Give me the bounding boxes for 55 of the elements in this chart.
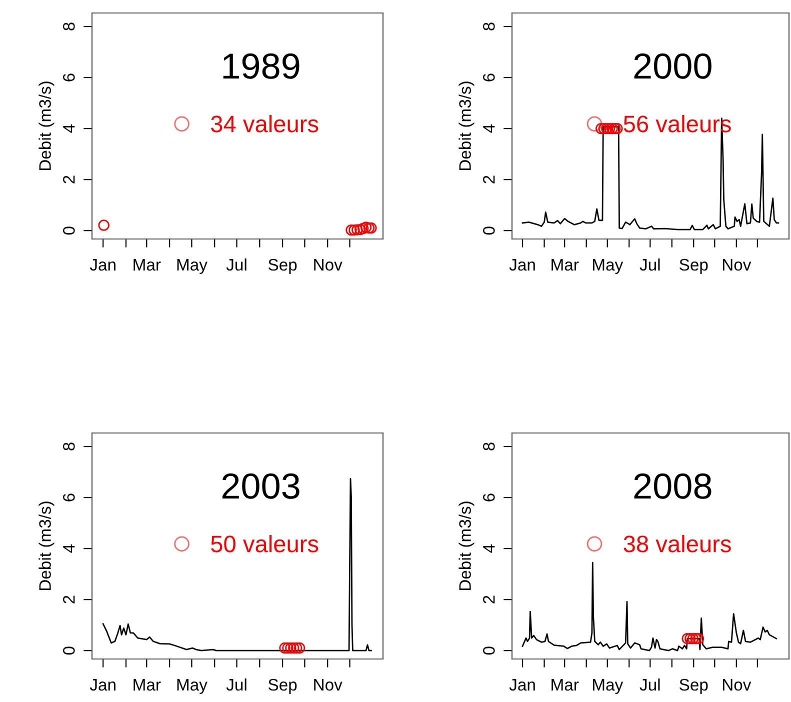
x-tick-label: Sep [680,678,708,694]
legend-label: 50 valeurs [211,534,318,552]
x-tick-label: May [592,679,624,694]
x-tick-label: Mar [552,679,579,691]
y-tick-label: 2 [483,596,495,604]
text: 2008 [634,473,712,499]
x-tick-label: Jul [226,678,246,691]
legend-label: 38 valeurs [624,534,731,552]
y-tick-label: 0 [63,226,75,235]
x-tick-label: Mar [134,679,161,691]
x-tick-label: Jan [90,259,116,271]
legend-label: 34 valeurs [211,114,318,132]
y-tick-label: 2 [63,596,75,604]
y-tick-label: 4 [483,124,495,133]
y-axis-title: Debit (m3/s) [458,82,474,170]
y-tick-label: 6 [483,74,495,82]
y-tick-label: 4 [63,124,75,133]
x-tick-label: Jul [226,258,246,271]
y-axis-title: Debit (m3/s) [38,82,54,170]
y-tick-label: 6 [63,494,75,502]
x-tick-label: Nov [314,259,342,271]
y-tick-label: 2 [63,176,75,184]
x-tick-label: Jan [509,679,535,691]
x-tick-label: Nov [722,259,752,271]
y-tick-label: 0 [483,646,495,655]
x-tick-label: May [177,679,208,694]
x-tick-label: Jul [640,258,660,271]
y-tick-label: 6 [483,494,495,502]
y-tick-label: 8 [483,442,495,450]
y-tick-label: 2 [483,176,495,184]
y-tick-label: 4 [483,544,495,553]
x-tick-label: May [592,259,624,274]
x-tick-label: Mar [134,259,161,271]
y-axis-title: Debit (m3/s) [458,502,474,590]
x-tick-label: Jan [90,679,116,691]
x-tick-label: Mar [552,259,579,271]
y-tick-label: 8 [63,442,75,450]
x-tick-label: Jan [509,259,535,271]
y-tick-label: 4 [63,544,75,553]
x-tick-label: Sep [268,258,297,274]
x-tick-label: Sep [268,678,297,694]
y-tick-label: 0 [63,646,75,655]
x-tick-label: Sep [680,258,708,274]
text: 1989 [223,53,300,79]
y-tick-label: 6 [63,74,75,82]
y-tick-label: 8 [63,22,75,30]
text: 2000 [634,53,712,79]
x-tick-label: Nov [314,679,342,691]
x-tick-label: May [177,259,208,274]
y-tick-label: 0 [483,226,495,235]
y-axis-title: Debit (m3/s) [38,502,54,590]
text: 2003 [222,473,300,499]
x-tick-label: Nov [722,679,752,691]
x-tick-label: Jul [640,678,660,691]
y-tick-label: 8 [483,22,495,30]
